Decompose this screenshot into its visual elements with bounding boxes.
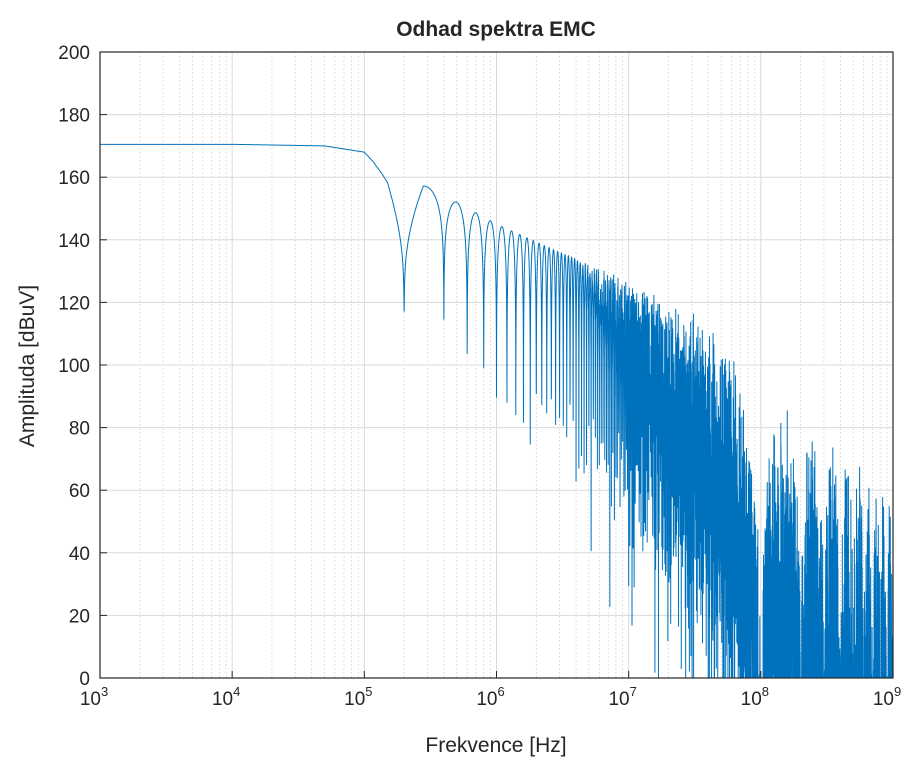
y-tick-label: 40 (69, 544, 90, 565)
x-tick-label: 107 (608, 684, 636, 710)
x-tick-label: 104 (212, 684, 240, 710)
y-tick-label: 0 (79, 669, 90, 690)
plot-area (100, 143, 893, 678)
x-tick-label: 106 (476, 684, 504, 710)
y-axis-ticks: 0 20 40 60 80 100 120 140 160 180 200 (58, 43, 107, 690)
y-tick-label: 180 (58, 106, 90, 127)
y-tick-label: 140 (58, 231, 90, 252)
y-tick-label: 100 (58, 356, 90, 377)
y-tick-label: 160 (58, 168, 90, 189)
series-line (100, 143, 893, 678)
x-tick-label: 108 (741, 684, 769, 710)
y-tick-label: 60 (69, 481, 90, 502)
chart-title: Odhad spektra EMC (396, 18, 596, 41)
y-axis-label: Amplituda [dBuV] (16, 285, 39, 447)
x-tick-label: 109 (873, 684, 901, 710)
y-tick-label: 20 (69, 606, 90, 627)
x-tick-label: 105 (344, 684, 372, 710)
y-tick-label: 80 (69, 419, 90, 440)
y-tick-label: 200 (58, 43, 90, 64)
x-axis-label: Frekvence [Hz] (425, 734, 566, 757)
y-tick-label: 120 (58, 293, 90, 314)
